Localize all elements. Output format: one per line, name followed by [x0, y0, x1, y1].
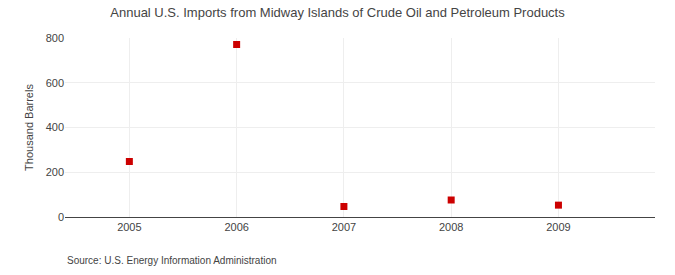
svg-text:2005: 2005 [117, 221, 141, 233]
svg-text:2007: 2007 [332, 221, 356, 233]
svg-text:200: 200 [46, 166, 64, 178]
svg-text:Thousand Barrels: Thousand Barrels [23, 84, 35, 171]
svg-text:Annual U.S. Imports from Midwa: Annual U.S. Imports from Midway Islands … [110, 5, 565, 20]
svg-text:0: 0 [58, 211, 64, 223]
svg-text:800: 800 [46, 32, 64, 44]
svg-text:2008: 2008 [439, 221, 463, 233]
svg-text:2009: 2009 [546, 221, 570, 233]
svg-text:400: 400 [46, 121, 64, 133]
svg-text:Source: U.S. Energy Informatio: Source: U.S. Energy Information Administ… [67, 255, 277, 266]
svg-text:600: 600 [46, 77, 64, 89]
svg-text:2006: 2006 [224, 221, 248, 233]
